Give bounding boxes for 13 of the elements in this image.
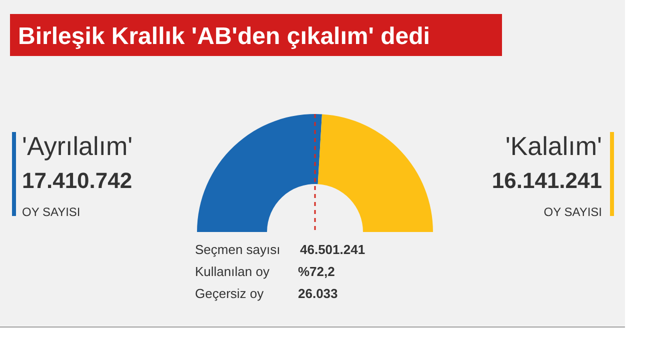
text: OY SAYISI — [22, 205, 80, 219]
data-label: 16.141.241 — [492, 168, 602, 193]
text: Kullanılan oy — [195, 264, 270, 279]
slice-label: 'Ayrılalım' — [22, 131, 133, 161]
chart-title: Birleşik Krallık 'AB'den çıkalım' dedi — [18, 23, 430, 50]
text: OY SAYISI — [544, 205, 602, 219]
text: %72,2 — [298, 264, 335, 279]
text: Seçmen sayısı — [195, 242, 280, 257]
text: 26.033 — [298, 286, 338, 301]
data-label: 17.410.742 — [22, 168, 132, 193]
text: 46.501.241 — [300, 242, 366, 257]
text: Geçersiz oy — [195, 286, 264, 301]
slice-label: 'Kalalım' — [505, 131, 602, 161]
